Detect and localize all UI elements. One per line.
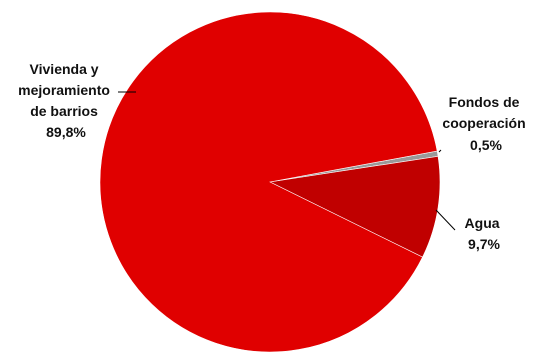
pie-slice-agua xyxy=(269,155,441,258)
label-fondos-percent: 0,5% xyxy=(470,137,502,153)
pie-slices xyxy=(99,11,441,352)
pie-slice-vivienda xyxy=(99,11,438,352)
label-vivienda-percent: 89,8% xyxy=(46,124,86,140)
label-fondos-line2: cooperación xyxy=(442,115,525,131)
leader-line-agua xyxy=(435,209,456,231)
label-vivienda-line2: mejoramiento xyxy=(18,82,110,98)
label-fondos: Fondos de cooperación 0,5% xyxy=(442,94,529,153)
label-agua-percent: 9,7% xyxy=(468,236,500,252)
label-vivienda: Vivienda y mejoramiento de barrios 89,8% xyxy=(18,61,114,140)
leader-line-fondos xyxy=(438,149,442,153)
label-fondos-line1: Fondos de xyxy=(449,94,520,110)
label-vivienda-line3: de barrios xyxy=(30,103,98,119)
label-vivienda-line1: Vivienda y xyxy=(30,61,99,77)
label-agua-line1: Agua xyxy=(465,215,500,231)
label-agua: Agua 9,7% xyxy=(465,215,504,252)
